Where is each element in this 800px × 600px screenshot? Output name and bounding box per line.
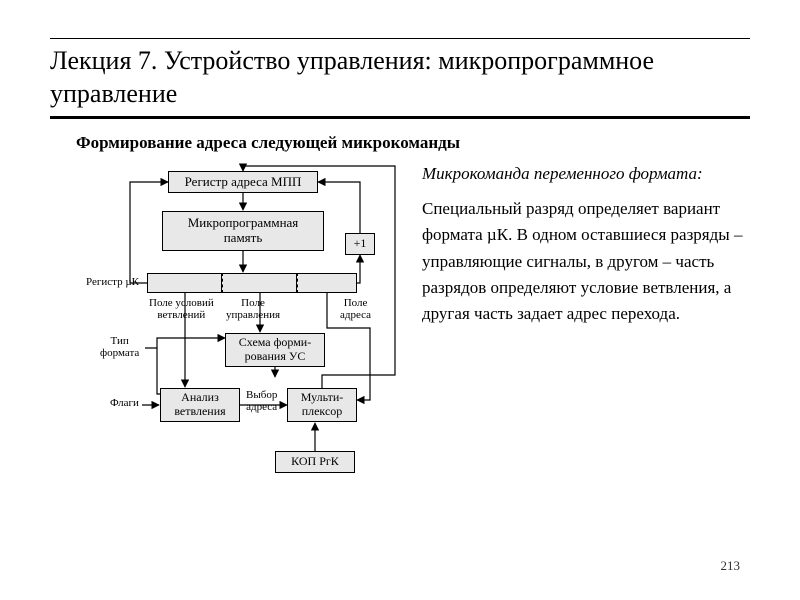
label-field-addr: Полеадреса: [340, 297, 371, 321]
register-segment-2: [222, 273, 297, 293]
box-memory: Микропрограммнаяпамять: [162, 211, 324, 251]
page-number: 213: [721, 558, 741, 574]
box-plus-one: +1: [345, 233, 375, 255]
side-body: Специальный разряд определяет вариант фо…: [422, 196, 750, 328]
diagram: Регистр адреса МПП Микропрограммнаяпамят…: [50, 163, 410, 493]
label-field-ctrl: Полеуправления: [226, 297, 280, 321]
page-subtitle: Формирование адреса следующей микрокоман…: [76, 133, 750, 153]
rule-top: [50, 38, 750, 39]
label-type-format: Типформата: [100, 335, 139, 359]
side-heading: Микрокоманда переменного формата:: [422, 163, 750, 186]
label-field-cond: Поле условийветвлений: [149, 297, 214, 321]
box-analysis: Анализветвления: [160, 388, 240, 422]
box-kop: КОП РгК: [275, 451, 355, 473]
register-segment-3: [297, 273, 357, 293]
box-addr-reg: Регистр адреса МПП: [168, 171, 318, 193]
page-title: Лекция 7. Устройство управления: микропр…: [50, 45, 750, 110]
box-mux: Мульти-плексор: [287, 388, 357, 422]
box-scheme: Схема форми-рования УС: [225, 333, 325, 367]
label-flags: Флаги: [110, 397, 139, 409]
label-select-addr: Выборадреса: [246, 389, 277, 413]
register-segment-1: [147, 273, 222, 293]
label-register-uk: Регистр µК: [86, 276, 139, 288]
rule-thick: [50, 116, 750, 119]
side-text: Микрокоманда переменного формата: Специа…: [410, 163, 750, 493]
